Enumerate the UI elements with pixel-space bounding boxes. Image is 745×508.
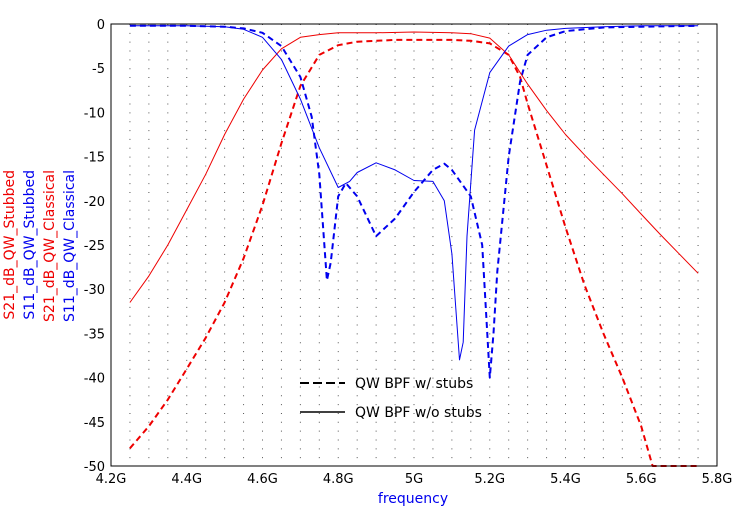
legend-label-solid: QW BPF w/o stubs: [355, 405, 482, 421]
series-layer: [129, 24, 699, 467]
series-line-s21-db-qw-classical: [129, 31, 699, 303]
y-axis-label: S11_dB_QW_Classical: [62, 170, 78, 322]
x-tick-label: 4.8G: [323, 472, 354, 487]
y-tick-label: 0: [97, 18, 105, 33]
tick-labels: 4.2G 4.4G 4.6G 4.8G 5G 5.2G 5.4G 5.6G 5.8G 0 -5 -10…: [84, 18, 733, 487]
y-tick-label: -35: [84, 327, 105, 342]
x-tick-label: 5.2G: [474, 472, 505, 487]
y-axis-label: S21_dB_QW_Stubbed: [2, 170, 18, 320]
x-tick-label: 4.4G: [171, 472, 202, 487]
series-line-s11-db-qw-stubbed: [129, 24, 699, 379]
plot-frame: [110, 23, 718, 467]
y-axis-labels: S21_dB_QW_Stubbed S11_dB_QW_Stubbed S21_dB…: [2, 170, 78, 322]
y-tick-label: -5: [92, 62, 105, 77]
x-tick-label: 5.8G: [702, 472, 733, 487]
y-tick-label: -25: [84, 239, 105, 254]
y-tick-label: -50: [84, 460, 105, 475]
series-line-s21-db-qw-stubbed: [129, 38, 699, 467]
x-tick-label: 4.6G: [247, 472, 278, 487]
x-tick-label: 4.2G: [96, 472, 127, 487]
x-axis-label: frequency: [378, 491, 448, 507]
y-axis-label: S11_dB_QW_Stubbed: [22, 170, 38, 320]
y-tick-label: -45: [84, 416, 105, 431]
x-tick-label: 5G: [405, 472, 423, 487]
legend-label-dashed: QW BPF w/ stubs: [355, 376, 473, 392]
y-tick-label: -30: [84, 283, 105, 298]
x-tick-label: 5.4G: [550, 472, 581, 487]
series-line-s11-db-qw-classical: [129, 25, 699, 361]
legend: QW BPF w/ stubs QW BPF w/o stubs: [300, 376, 482, 421]
y-tick-label: -20: [84, 195, 105, 210]
y-tick-label: -40: [84, 372, 105, 387]
x-tick-label: 5.6G: [626, 472, 657, 487]
y-tick-label: -15: [84, 151, 105, 166]
y-axis-label: S21_dB_QW_Classical: [42, 170, 58, 322]
y-tick-label: -10: [84, 106, 105, 121]
